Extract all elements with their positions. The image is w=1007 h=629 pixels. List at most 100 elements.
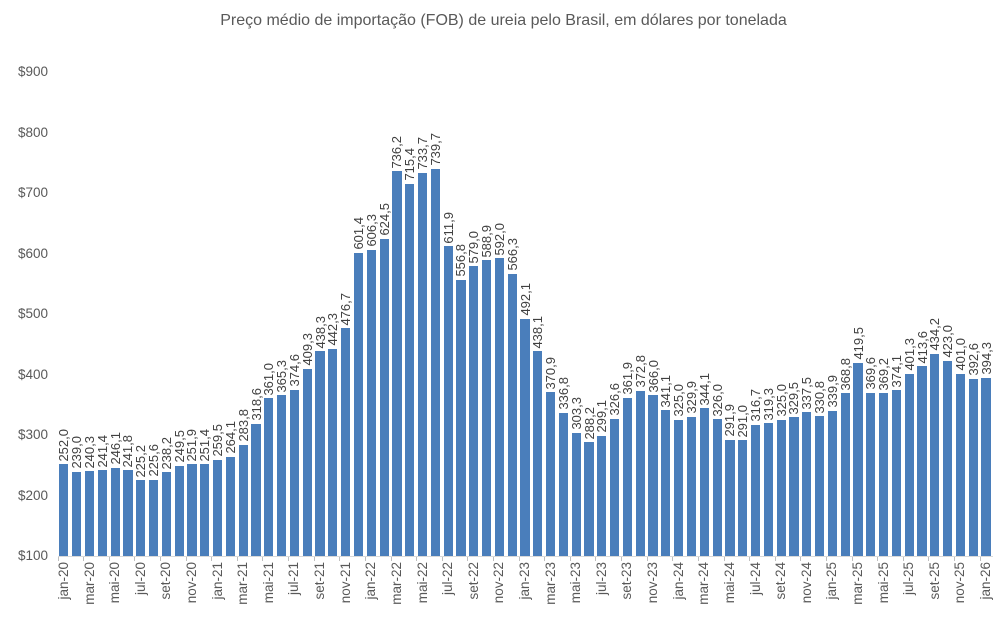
bar-value-label: 336,8 (555, 377, 571, 410)
y-axis-label: $800 (17, 124, 48, 140)
bar (776, 419, 786, 556)
x-axis-tick (979, 557, 981, 561)
bar (943, 360, 953, 556)
x-axis-label: nov-24 (798, 562, 814, 604)
x-axis-label: set-24 (773, 562, 789, 600)
bar-value-label: 344,1 (696, 372, 712, 406)
bar (225, 456, 235, 556)
bar (84, 471, 95, 556)
bar (789, 417, 799, 556)
x-axis-label: jan-26 (978, 562, 994, 600)
x-axis-tick (825, 557, 827, 561)
x-axis-label: jul-20 (132, 562, 148, 596)
bar (72, 471, 82, 556)
bar (904, 373, 914, 556)
x-axis-label: jul-21 (286, 562, 302, 596)
bar (123, 470, 133, 556)
bar-value-label: 368,8 (837, 357, 853, 391)
x-axis-label: mar-25 (850, 562, 865, 605)
x-axis-label: jul-23 (593, 562, 609, 596)
x-axis-label: mai-20 (107, 562, 123, 604)
bar-value-label: 241,4 (94, 434, 110, 468)
bar (674, 419, 684, 556)
bar (648, 395, 658, 556)
x-axis-tick (877, 557, 879, 561)
bar (584, 442, 594, 556)
bar (635, 390, 645, 556)
bar (136, 480, 146, 556)
bar (879, 393, 889, 556)
x-axis-label: mai-21 (260, 562, 276, 604)
x-axis-tick (134, 557, 136, 561)
bar (763, 423, 773, 556)
x-axis-label: mar-22 (388, 562, 404, 605)
x-axis-label: jan-24 (670, 562, 686, 600)
bar-value-label: 238,2 (158, 436, 174, 470)
bar (866, 392, 876, 556)
x-axis-tick (774, 557, 776, 561)
x-axis-label: jan-25 (824, 562, 840, 600)
x-axis-tick (390, 557, 392, 561)
x-axis-label: set-23 (619, 562, 635, 600)
bar-value-label: 394,3 (978, 342, 994, 375)
y-axis-label: $300 (17, 427, 48, 442)
bar-value-label: 303,3 (568, 397, 584, 431)
x-axis-tick (288, 557, 290, 561)
bar-value-label: 739,7 (427, 133, 443, 166)
bar (955, 373, 966, 556)
x-axis-tick (211, 557, 213, 561)
x-axis-tick (57, 557, 59, 561)
bar-value-label: 392,6 (965, 343, 981, 376)
bar-value-label: 606,3 (363, 214, 379, 247)
bar (200, 464, 210, 556)
bar (251, 423, 261, 556)
x-axis-label: jan-23 (517, 562, 532, 600)
bar (853, 362, 863, 556)
bar-value-label: 624,5 (376, 203, 392, 236)
bar (494, 258, 504, 556)
bar-value-label: 566,3 (504, 238, 520, 271)
bar (315, 351, 325, 556)
y-axis-label: $600 (17, 245, 48, 261)
x-axis-label: nov-20 (183, 562, 199, 604)
bar (97, 470, 107, 556)
bar (981, 377, 991, 556)
bar (481, 260, 492, 556)
bar-value-label: 592,0 (491, 222, 507, 256)
x-axis-tick (749, 557, 751, 561)
x-axis-label: mar-23 (542, 562, 558, 605)
x-axis-tick (954, 557, 956, 561)
x-axis-label: set-21 (312, 562, 328, 600)
bar (353, 252, 364, 556)
bar (148, 480, 159, 556)
bar (405, 183, 415, 556)
bar (610, 418, 620, 556)
bar (891, 390, 902, 556)
x-axis-tick (339, 557, 341, 561)
x-axis-tick (672, 557, 674, 561)
bar (802, 412, 812, 556)
bar (840, 393, 850, 556)
x-axis-label: jan-20 (55, 562, 71, 600)
bar (571, 433, 581, 556)
x-axis-label: jan-22 (363, 562, 379, 600)
x-axis-label: nov-21 (337, 562, 353, 604)
x-axis-tick (83, 557, 85, 561)
bar (597, 435, 607, 556)
x-axis-label: set-22 (465, 562, 481, 600)
bar-value-label: 372,8 (632, 355, 648, 388)
bar (533, 351, 543, 556)
x-axis-label: set-20 (158, 562, 174, 600)
x-axis-tick (492, 557, 494, 561)
x-axis-label: jul-24 (747, 562, 763, 596)
bar (302, 368, 312, 556)
bar-value-label: 339,9 (824, 375, 840, 408)
bar-value-label: 264,1 (222, 421, 238, 454)
y-axis-label: $700 (17, 185, 48, 200)
bar (546, 392, 556, 556)
x-axis-label: mar-20 (81, 562, 97, 605)
bar (187, 464, 197, 556)
bar (264, 398, 274, 556)
bar-value-label: 374,6 (286, 354, 302, 387)
bar (968, 378, 978, 556)
